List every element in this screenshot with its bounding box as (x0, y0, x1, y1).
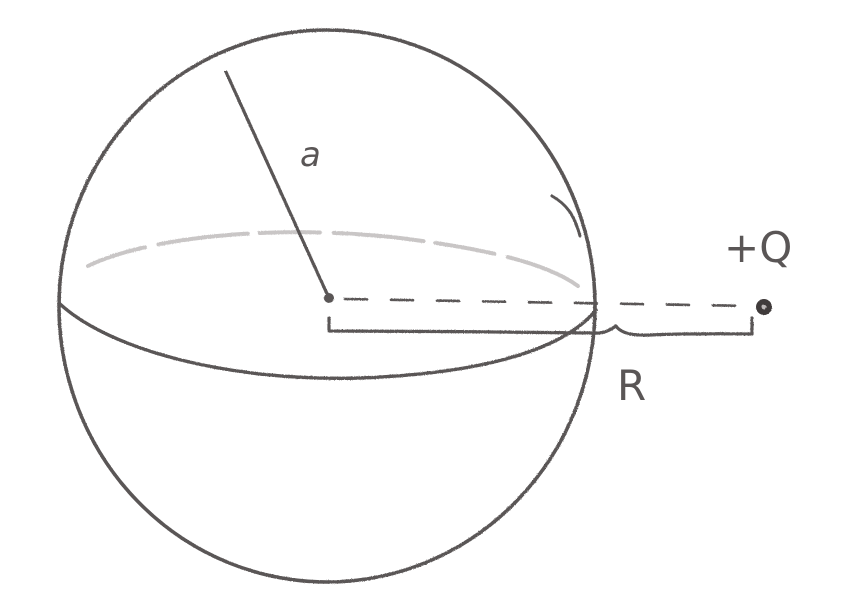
charge-label: +Q (724, 223, 792, 272)
sphere-tick-mark (550, 194, 582, 238)
equator-back-arc (86, 230, 580, 288)
radius-line (224, 70, 330, 298)
distance-bracket (327, 316, 754, 337)
center-point (324, 293, 334, 303)
distance-label: R (617, 361, 646, 410)
equator-front-arc (58, 302, 598, 381)
point-charge-core (761, 304, 767, 310)
radius-label: a (300, 135, 321, 175)
center-to-charge-dashed-line (343, 297, 754, 308)
sphere-outline (57, 28, 597, 584)
